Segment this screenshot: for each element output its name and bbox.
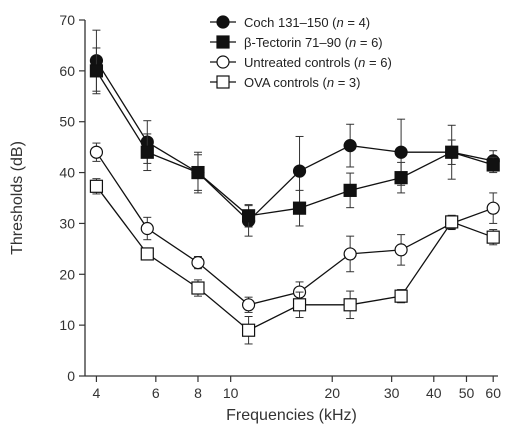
legend-label: Untreated controls (n = 6) [244,55,392,70]
y-tick-label: 20 [59,266,75,282]
data-point [89,179,104,193]
y-tick-label: 70 [59,12,75,28]
x-tick-label: 50 [459,385,475,401]
legend-marker [216,55,230,69]
axes: 0 10 20 30 40 50 60 70 4 6 8 10 20 30 40 50 60 [59,12,501,401]
x-tick-label: 6 [152,385,160,401]
series-4 [89,178,500,345]
legend-marker [216,15,230,29]
y-tick-label: 0 [67,368,75,384]
data-point [140,247,154,261]
data-point [140,221,154,236]
legend: Coch 131–150 (n = 4) β-Tectorin 71–90 (n … [210,15,392,90]
data-point [343,183,357,197]
data-point [394,145,408,159]
series-layer [89,29,500,345]
legend-label: Coch 131–150 (n = 4) [244,15,370,30]
data-point [486,201,500,215]
data-point [394,289,408,303]
data-point [292,164,307,178]
data-point [394,171,408,185]
data-point [89,145,104,159]
data-point [292,298,307,312]
legend-label: OVA controls (n = 3) [244,75,360,90]
data-point [241,209,256,223]
data-point [191,165,205,180]
y-tick-label: 10 [59,317,75,333]
data-point [486,230,500,244]
legend-marker [216,75,230,89]
legend-marker [216,35,230,49]
x-tick-label: 30 [384,385,400,401]
data-point [343,247,357,261]
x-tick-label: 60 [485,385,501,401]
data-point [343,298,357,312]
data-point [445,145,459,159]
y-tick-label: 40 [59,165,75,181]
x-tick-label: 10 [223,385,239,401]
data-point [292,201,307,215]
y-axis-title: Thresholds (dB) [9,141,26,255]
y-tick-label: 50 [59,114,75,130]
x-tick-label: 4 [93,385,101,401]
legend-label: β-Tectorin 71–90 (n = 6) [244,35,383,50]
series-line [95,70,494,217]
data-point [486,158,500,172]
legend-entry: Coch 131–150 (n = 4) [210,15,370,30]
x-tick-label: 40 [426,385,442,401]
legend-entry: β-Tectorin 71–90 (n = 6) [210,35,383,50]
legend-entry: OVA controls (n = 3) [210,75,360,90]
data-point [241,298,256,312]
y-tick-label: 30 [59,215,75,231]
x-axis-title: Frequencies (kHz) [226,407,357,424]
data-point [89,64,104,78]
legend-entry: Untreated controls (n = 6) [210,55,392,70]
data-point [140,145,154,159]
x-tick-label: 8 [194,385,202,401]
data-point [343,139,357,153]
data-point [394,243,408,257]
data-point [191,281,205,295]
data-point [241,323,256,337]
data-point [191,255,205,270]
y-tick-label: 60 [59,63,75,79]
series-2 [89,47,500,228]
data-point [445,215,459,229]
x-tick-label: 20 [324,385,340,401]
